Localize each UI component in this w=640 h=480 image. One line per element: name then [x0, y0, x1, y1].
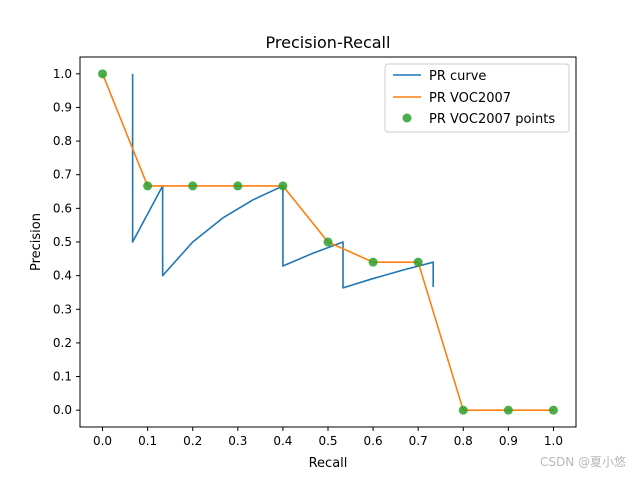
y-tick-label-1: 0.1	[53, 370, 72, 384]
y-tick-label-5: 0.5	[53, 235, 72, 249]
y-tick-label-2: 0.2	[53, 336, 72, 350]
x-tick-label-7: 0.7	[409, 434, 428, 448]
y-tick-label-7: 0.7	[53, 168, 72, 182]
chart-title: Precision-Recall	[266, 33, 391, 52]
x-axis-label: Recall	[309, 456, 348, 471]
y-tick-label-10: 1.0	[53, 67, 72, 81]
y-tick-label-8: 0.8	[53, 134, 72, 148]
y-tick-label-9: 0.9	[53, 100, 72, 114]
x-tick-label-9: 0.9	[499, 434, 518, 448]
x-tick-label-2: 0.2	[183, 434, 202, 448]
point-pr-voc2007-points-10	[548, 405, 558, 415]
y-axis-label: Precision	[29, 213, 44, 271]
y-tick-label-3: 0.3	[53, 302, 72, 316]
x-tick-label-3: 0.3	[228, 434, 247, 448]
plot-layer	[98, 69, 558, 415]
legend-swatch-pr-voc2007-points	[402, 113, 412, 123]
x-tick-label-5: 0.5	[318, 434, 337, 448]
x-tick-label-0: 0.0	[93, 434, 112, 448]
x-tick-label-1: 0.1	[138, 434, 157, 448]
point-pr-voc2007-points-4	[278, 181, 288, 191]
y-tick-label-6: 0.6	[53, 201, 72, 215]
y-axis-ticks: 0.0 0.1 0.2 0.3 0.4 0.5 0.6 0.7 0.8 0.9 1.0	[53, 67, 80, 417]
watermark: CSDN @夏小悠	[539, 455, 626, 469]
legend-label-pr-voc2007-points: PR VOC2007 points	[429, 112, 555, 127]
legend-box	[384, 63, 570, 133]
legend-label-pr-voc2007: PR VOC2007	[429, 91, 511, 106]
point-pr-voc2007-points-0	[98, 69, 108, 79]
x-tick-label-6: 0.6	[364, 434, 383, 448]
point-pr-voc2007-points-7	[413, 257, 423, 267]
point-pr-voc2007-points-9	[503, 405, 513, 415]
point-pr-voc2007-points-6	[368, 257, 378, 267]
y-tick-label-4: 0.4	[53, 269, 72, 283]
series-line-pr-curve	[131, 73, 435, 289]
x-tick-label-10: 1.0	[544, 434, 563, 448]
point-pr-voc2007-points-1	[143, 181, 153, 191]
legend-label-pr-curve: PR curve	[429, 69, 486, 84]
point-pr-voc2007-points-5	[323, 237, 333, 247]
x-tick-label-8: 0.8	[454, 434, 473, 448]
legend: PR curve PR VOC2007 PR VOC2007 points	[384, 63, 570, 133]
y-tick-label-0: 0.0	[53, 403, 72, 417]
x-tick-label-4: 0.4	[273, 434, 292, 448]
point-pr-voc2007-points-3	[233, 181, 243, 191]
x-axis-ticks: 0.0 0.1 0.2 0.3 0.4 0.5 0.6 0.7 0.8 0.9 1.0	[93, 427, 563, 448]
point-pr-voc2007-points-2	[188, 181, 198, 191]
point-pr-voc2007-points-8	[458, 405, 468, 415]
